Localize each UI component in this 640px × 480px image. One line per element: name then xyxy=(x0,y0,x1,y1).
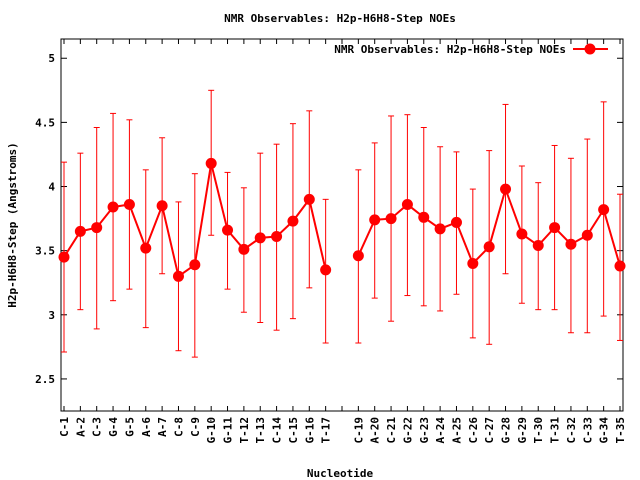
x-tick-label: A-7 xyxy=(156,417,169,437)
data-point xyxy=(467,257,479,269)
x-tick-label: C-8 xyxy=(172,417,185,437)
x-tick-label: G-22 xyxy=(401,417,414,444)
x-tick-label: T-35 xyxy=(614,417,627,444)
x-tick-label: C-19 xyxy=(352,417,365,444)
data-point xyxy=(238,243,250,255)
x-tick-label: A-20 xyxy=(369,417,382,444)
data-point xyxy=(450,216,462,228)
x-axis-label: Nucleotide xyxy=(307,467,374,480)
y-tick-label: 3.5 xyxy=(35,245,55,258)
data-point xyxy=(254,232,266,244)
series-line xyxy=(63,163,621,278)
x-tick-label: C-1 xyxy=(58,417,71,437)
data-point xyxy=(123,198,135,210)
data-point xyxy=(369,214,381,226)
x-tick-label: G-10 xyxy=(205,417,218,444)
x-tick-label: C-3 xyxy=(91,417,104,437)
x-tick-label: G-29 xyxy=(516,417,529,444)
data-point xyxy=(434,223,446,235)
x-tick-label: C-33 xyxy=(581,417,594,444)
data-point xyxy=(532,240,544,252)
data-point xyxy=(418,211,430,223)
data-point xyxy=(565,238,577,250)
data-point xyxy=(74,225,86,237)
series-points xyxy=(58,157,626,282)
error-bars xyxy=(61,89,623,358)
data-point xyxy=(352,250,364,262)
x-tick-label: A-6 xyxy=(140,417,153,437)
y-tick-label: 5 xyxy=(48,52,55,65)
chart-title: NMR Observables: H2p-H6H8-Step NOEs xyxy=(224,12,456,25)
y-axis-label: H2p-H6H8-Step (Angstroms) xyxy=(6,142,19,308)
data-point xyxy=(172,270,184,282)
data-point xyxy=(107,201,119,213)
y-axis: 2.5 3 3.5 4 4.5 5 xyxy=(35,52,623,386)
legend-marker xyxy=(584,43,596,55)
x-tick-label: A-24 xyxy=(434,417,447,444)
data-point xyxy=(483,241,495,253)
x-tick-label: G-34 xyxy=(598,417,611,444)
y-tick-label: 4 xyxy=(48,181,55,194)
x-tick-label: T-31 xyxy=(549,417,562,444)
data-point xyxy=(156,200,168,212)
data-point xyxy=(549,222,561,234)
x-tick-label: C-32 xyxy=(565,417,578,444)
x-tick-label: G-28 xyxy=(500,417,513,444)
x-tick-label: G-5 xyxy=(123,417,136,437)
data-point xyxy=(500,183,512,195)
data-point xyxy=(222,224,234,236)
x-tick-label: C-14 xyxy=(271,417,284,444)
x-tick-label: A-2 xyxy=(74,417,87,437)
data-point xyxy=(385,213,397,225)
x-tick-label: C-15 xyxy=(287,417,300,444)
legend: NMR Observables: H2p-H6H8-Step NOEs xyxy=(334,43,608,56)
data-point xyxy=(140,242,152,254)
x-tick-label: C-26 xyxy=(467,417,480,444)
data-point xyxy=(614,260,626,272)
y-tick-label: 4.5 xyxy=(35,116,55,129)
x-tick-label: T-13 xyxy=(254,417,267,444)
y-tick-label: 3 xyxy=(48,309,55,322)
data-point xyxy=(189,259,201,271)
y-tick-label: 2.5 xyxy=(35,373,55,386)
data-point xyxy=(287,215,299,227)
x-tick-label: T-12 xyxy=(238,417,251,444)
legend-label: NMR Observables: H2p-H6H8-Step NOEs xyxy=(334,43,566,56)
x-tick-label: G-16 xyxy=(303,417,316,444)
data-point xyxy=(581,229,593,241)
x-tick-label: G-4 xyxy=(107,417,120,437)
x-tick-label: C-27 xyxy=(483,417,496,444)
data-point xyxy=(271,231,283,243)
x-tick-label: T-30 xyxy=(532,417,545,444)
x-axis: C-1 A-2 C-3 G-4 G-5 A-6 A-7 C-8 C-9 G-10 G-11 T-12 T… xyxy=(58,39,627,444)
data-point xyxy=(598,204,610,216)
x-tick-label: C-21 xyxy=(385,417,398,444)
data-point xyxy=(516,228,528,240)
x-tick-label: C-9 xyxy=(189,417,202,437)
data-point xyxy=(91,222,103,234)
data-point xyxy=(401,198,413,210)
data-point xyxy=(58,251,70,263)
x-tick-label: G-23 xyxy=(418,417,431,444)
x-tick-label: T-17 xyxy=(320,417,333,444)
data-point xyxy=(303,193,315,205)
x-tick-label: A-25 xyxy=(450,417,463,444)
data-point xyxy=(320,264,332,276)
x-tick-label: G-11 xyxy=(222,417,235,444)
data-point xyxy=(205,157,217,169)
